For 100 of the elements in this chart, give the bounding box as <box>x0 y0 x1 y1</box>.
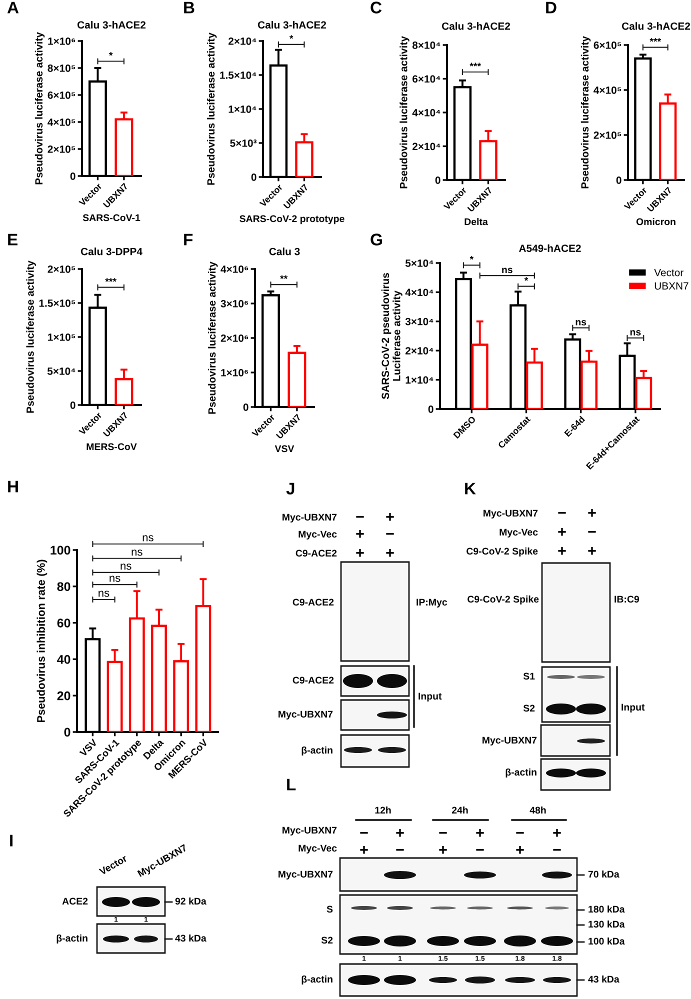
chart-title: Calu 3 <box>269 248 300 256</box>
text: − <box>476 849 484 851</box>
text: ns <box>142 535 154 542</box>
y-axis-title: SARS-CoV-2 pseudovirus Luciferase activity <box>381 273 402 400</box>
text: C <box>370 2 382 14</box>
text: − <box>439 832 447 834</box>
text: + <box>356 548 364 557</box>
annotation: * <box>108 52 113 56</box>
text: Myc-UBXN7 <box>482 736 537 746</box>
text: 48h <box>530 806 546 814</box>
text: − <box>516 832 524 834</box>
text: I <box>10 834 13 846</box>
chart-title: Calu 3-hACE2 <box>77 20 146 29</box>
text: 92 kDa <box>175 897 206 905</box>
x-axis-title: SARS-CoV-1 <box>82 214 140 222</box>
y-tick-label: 4×10⁶ <box>220 266 248 273</box>
text: − <box>558 512 566 514</box>
text: S2 <box>321 936 333 944</box>
text: + <box>553 828 561 837</box>
y-tick-label: 4×10⁵ <box>594 86 622 94</box>
y-tick-label: 40 <box>57 655 70 664</box>
y-tick-label: 5×10⁴ <box>47 368 76 375</box>
y-axis-title: Pseudovirus luciferase activity <box>208 262 218 414</box>
y-tick-label: 3×10⁴ <box>405 318 434 326</box>
text: 12h <box>375 806 391 814</box>
legend-label: Vector <box>654 269 684 276</box>
text: A <box>7 2 19 14</box>
text: G <box>370 234 382 246</box>
y-tick-label: 1×10⁶ <box>48 38 76 45</box>
annotation: ns <box>132 550 142 556</box>
text: − <box>553 849 561 851</box>
text: C9-ACE2 <box>292 676 334 684</box>
y-axis-title: Pseudovirus luciferase activity <box>34 32 45 184</box>
text: 130 kDa <box>588 920 625 928</box>
text: 43 kDa <box>175 934 206 942</box>
y-tick-label: 2×10⁶ <box>220 334 248 342</box>
text: − <box>360 832 368 834</box>
text: − <box>588 531 596 533</box>
y-tick-label: 4×10⁴ <box>412 109 440 116</box>
text: Myc-UBXN7 <box>282 826 337 836</box>
y-tick-label: 1×10⁵ <box>48 334 76 341</box>
x-axis-title: Delta <box>464 218 488 226</box>
y-tick-label: 5×10⁴ <box>405 260 434 267</box>
y-tick-label: 6×10⁵ <box>48 92 76 99</box>
text: * <box>470 256 474 260</box>
y-axis-title: Pseudovirus luciferase activity <box>206 32 217 185</box>
y-tick-label: 0 <box>64 728 70 737</box>
text: − <box>396 849 404 851</box>
x-axis-title: Omicron <box>636 218 676 226</box>
y-tick-label: 1.5×10⁴ <box>220 72 256 79</box>
text: S2 <box>523 704 535 712</box>
y-axis-title: Pseudovirus luciferase activity <box>26 260 36 413</box>
text: + <box>356 530 364 538</box>
text: IP:Myc <box>416 598 448 608</box>
y-tick-label: 4×10⁵ <box>48 118 76 126</box>
y-tick-label: 0 <box>251 174 256 181</box>
text: C9-ACE2 <box>292 598 334 606</box>
text: 100 kDa <box>588 937 625 945</box>
text: Myc-Vec <box>298 530 337 540</box>
chart-title: Calu 3-DPP4 <box>80 248 142 256</box>
annotation: ns <box>630 330 641 336</box>
text: L <box>287 778 296 790</box>
annotation: *** <box>105 278 117 282</box>
y-tick-label: 2×10⁴ <box>228 38 256 45</box>
y-axis-title: Pseudovirus luciferase activity <box>580 36 591 188</box>
text: 43 kDa <box>588 975 620 983</box>
text: 24h <box>452 806 468 814</box>
annotation: ns <box>120 564 132 570</box>
chart-title: Calu 3-hACE2 <box>442 22 510 30</box>
text: K <box>465 482 476 494</box>
legend-label: UBXN7 <box>654 282 688 290</box>
y-tick-label: 1.5×10⁵ <box>39 300 76 307</box>
text: Myc-Vec <box>500 528 538 538</box>
y-tick-label: 5×10³ <box>230 140 257 147</box>
text: Myc-UBXN7 <box>282 514 337 523</box>
text: + <box>386 512 394 521</box>
text: Myc-Vec <box>298 844 337 854</box>
chart-title: A549-hACE2 <box>519 244 581 252</box>
y-tick-label: 1×10⁴ <box>228 106 256 113</box>
text: − <box>386 533 394 535</box>
text: B <box>184 2 194 14</box>
y-tick-label: 4×10⁴ <box>405 288 434 296</box>
annotation: ns <box>576 320 586 326</box>
y-tick-label: 8×10⁴ <box>412 42 440 49</box>
text: + <box>558 528 566 536</box>
text: S <box>326 906 333 913</box>
text: Input <box>418 692 442 702</box>
y-axis-title: Pseudovirus luciferase activity <box>400 36 410 188</box>
text: Myc-UBXN7 <box>278 710 333 720</box>
y-tick-label: 3×10⁶ <box>220 300 248 308</box>
y-tick-label: 2×10⁵ <box>48 146 76 153</box>
annotation: ** <box>280 275 288 279</box>
text: + <box>476 828 484 837</box>
text: + <box>396 828 404 837</box>
text: E <box>8 234 18 246</box>
y-tick-label: 1×10⁴ <box>406 376 434 384</box>
y-tick-label: 0 <box>243 404 248 411</box>
text: + <box>588 508 596 517</box>
text: Myc-UBXN7 <box>484 510 538 519</box>
text: + <box>439 846 447 854</box>
